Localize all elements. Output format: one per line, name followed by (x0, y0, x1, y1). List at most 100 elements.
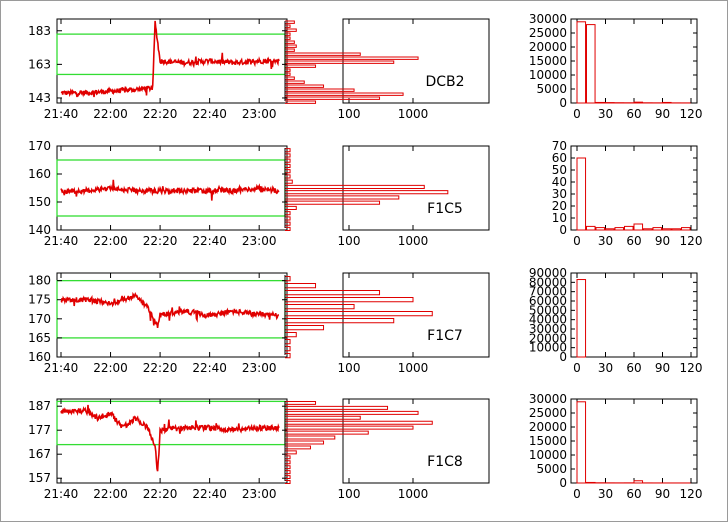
y-tick-label: 160 (28, 350, 51, 364)
y-tick-label: 40000 (529, 313, 567, 327)
histogram-frame (342, 145, 490, 231)
histogram-bar (285, 96, 381, 100)
y-tick-label: 15000 (529, 54, 567, 68)
distribution-frame (570, 18, 698, 104)
y-tick-label: 50 (552, 163, 567, 177)
histogram-bar (285, 80, 305, 84)
histogram-bar (285, 190, 449, 195)
x-tick-label: 30 (598, 107, 613, 121)
histogram-bar (285, 158, 291, 163)
x-tick-label: 90 (655, 487, 670, 501)
y-tick-label: 70000 (529, 285, 567, 299)
x-tick-label: 60 (626, 234, 641, 248)
distribution-bar (671, 228, 682, 231)
histogram-bar (285, 195, 400, 200)
y-tick-label: 0 (559, 350, 567, 364)
y-tick-label: 10000 (529, 341, 567, 355)
distribution-bar (643, 228, 653, 231)
y-tick-label: 70 (552, 139, 567, 153)
histogram-bar (285, 48, 295, 52)
x-tick-label: 23:00 (242, 234, 277, 248)
x-tick-label: 90 (655, 361, 670, 375)
distribution-bar (605, 228, 615, 231)
distribution-frame (570, 145, 698, 231)
histogram-bar (285, 311, 433, 317)
distribution-bar (681, 227, 691, 231)
histogram-bar (285, 100, 317, 104)
y-tick-label: 20 (552, 199, 567, 213)
distribution-frame (570, 272, 698, 358)
x-tick-label: 0 (573, 234, 581, 248)
y-tick-label: 0 (559, 223, 567, 237)
x-tick-label: 120 (680, 361, 703, 375)
x-tick-label: 100 (338, 361, 361, 375)
channel-name: F1C7 (427, 328, 463, 344)
y-tick-label: 50000 (529, 303, 567, 317)
y-tick-label: 20000 (529, 420, 567, 434)
distribution-bar (576, 401, 587, 484)
x-tick-label: 22:40 (192, 361, 227, 375)
histogram-bar (285, 221, 291, 226)
y-tick-label: 40 (552, 175, 567, 189)
histogram-bar (285, 68, 291, 72)
histogram-bar (285, 44, 297, 48)
histogram-bar (285, 216, 291, 221)
histogram-bar (285, 325, 325, 331)
histogram-bar (285, 425, 414, 430)
y-tick-label: 167 (28, 447, 51, 461)
channel-name: F1C8 (427, 454, 463, 470)
y-tick-label: 183 (28, 24, 51, 38)
x-tick-label: 60 (626, 361, 641, 375)
distribution-bar (586, 225, 596, 231)
histogram-bar (285, 405, 389, 410)
distribution-bar (614, 227, 625, 231)
histogram-bar (285, 460, 291, 465)
x-tick-label: 1000 (398, 234, 429, 248)
y-tick-label: 177 (28, 423, 51, 437)
histogram-frame (342, 272, 490, 358)
histogram-bar (285, 475, 291, 480)
y-tick-label: 170 (28, 312, 51, 326)
histogram-bar (285, 52, 361, 56)
histogram-bar (285, 430, 369, 435)
x-tick-label: 90 (655, 107, 670, 121)
x-tick-label: 120 (680, 234, 703, 248)
histogram-bar (285, 28, 297, 32)
x-tick-label: 1000 (398, 487, 429, 501)
x-tick-label: 21:40 (44, 107, 79, 121)
x-tick-label: 22:00 (93, 107, 128, 121)
channel-name: F1C5 (427, 201, 463, 217)
y-tick-label: 175 (28, 293, 51, 307)
histogram-bar (285, 64, 317, 68)
y-tick-label: 10000 (529, 68, 567, 82)
histogram-bar (285, 318, 395, 324)
tolerance-band (56, 159, 286, 217)
y-tick-label: 0 (559, 96, 567, 110)
y-tick-label: 140 (28, 223, 51, 237)
x-tick-label: 0 (573, 107, 581, 121)
x-tick-label: 21:40 (44, 487, 79, 501)
histogram-bar (285, 435, 336, 440)
y-tick-label: 60 (552, 151, 567, 165)
histogram-bar (285, 88, 355, 92)
y-tick-label: 15000 (529, 434, 567, 448)
histogram-bar (285, 169, 291, 174)
x-tick-label: 30 (598, 361, 613, 375)
histogram-bar (285, 60, 395, 64)
x-tick-label: 22:40 (192, 487, 227, 501)
y-tick-label: 60000 (529, 294, 567, 308)
y-tick-label: 30000 (529, 322, 567, 336)
histogram-bar (285, 410, 419, 415)
histogram-bar (285, 211, 291, 216)
histogram-bar (285, 415, 361, 420)
histogram-bar (285, 84, 325, 88)
histogram-bar (285, 205, 297, 211)
histogram-bar (285, 36, 291, 40)
histogram-bar (285, 72, 291, 76)
distribution-bar (633, 101, 644, 104)
distribution-bar (662, 101, 672, 104)
histogram-bar (285, 92, 404, 96)
y-tick-label: 180 (28, 274, 51, 288)
